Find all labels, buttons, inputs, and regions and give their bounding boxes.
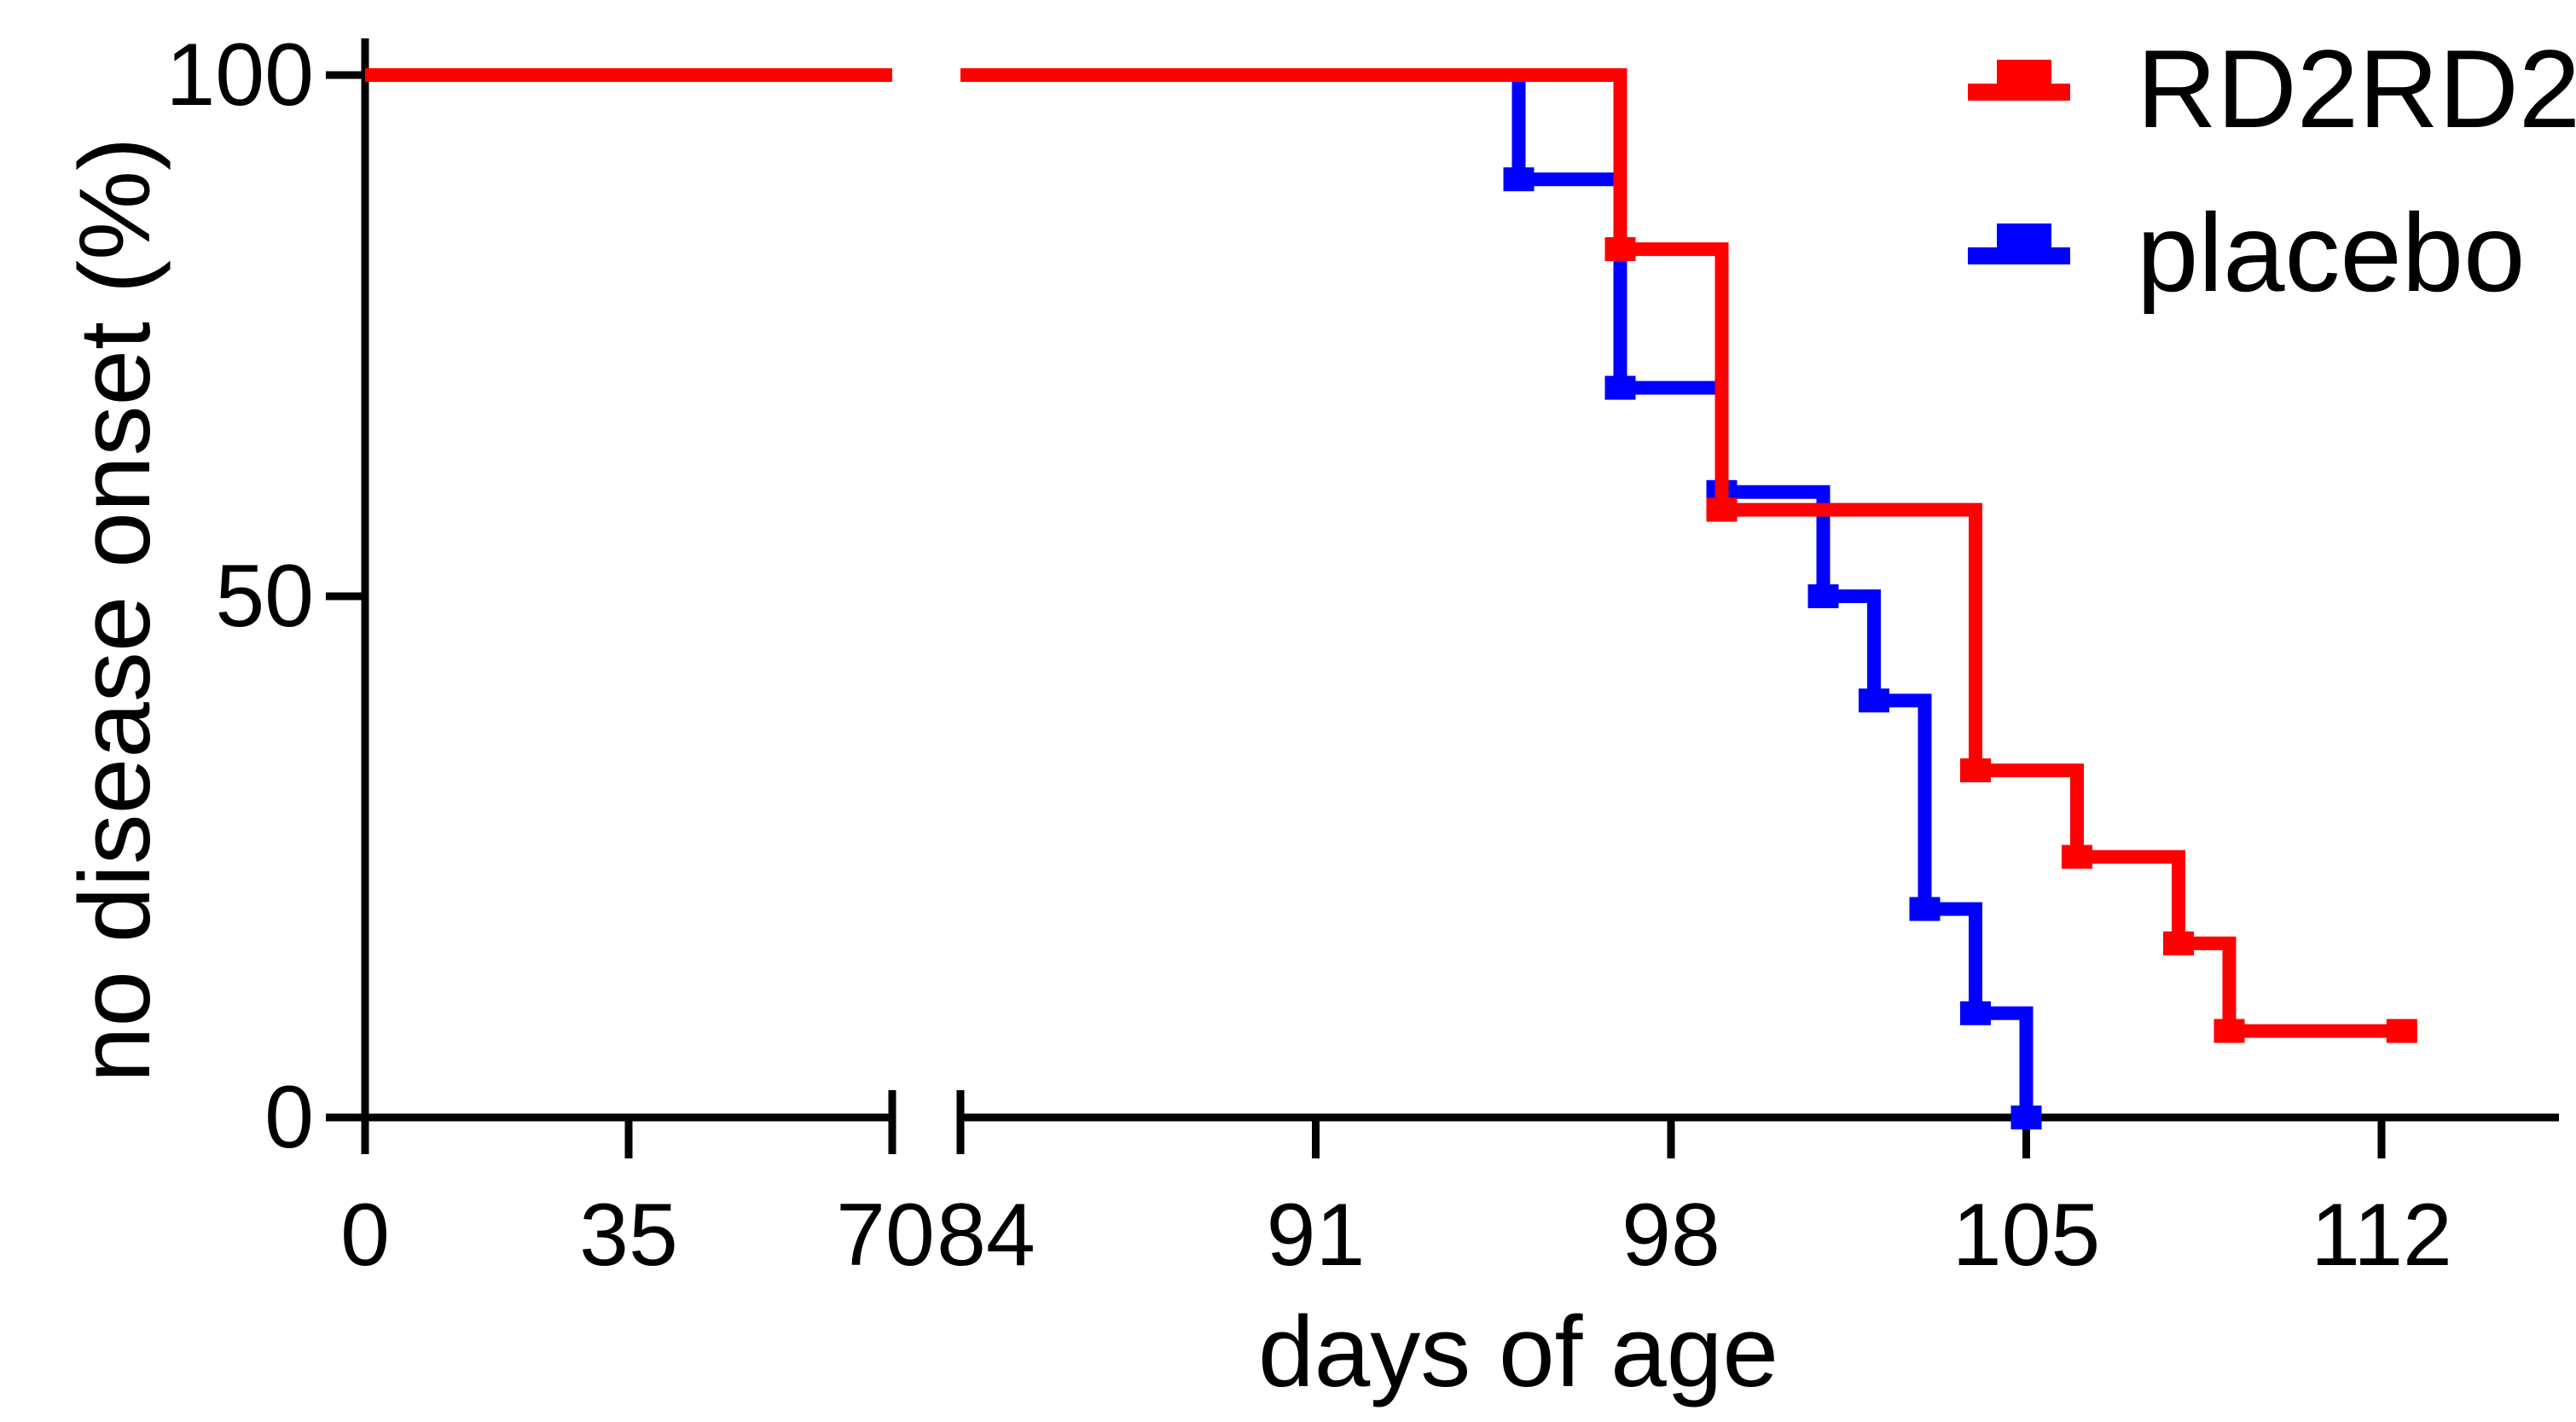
- x-tick-label-91: 91: [1267, 1186, 1366, 1285]
- rd2rd2-event-marker: [2386, 1019, 2417, 1043]
- y-axis-title: no disease onset (%): [59, 137, 171, 1083]
- y-tick-label-0: 0: [264, 1068, 314, 1167]
- legend-item-rd2rd2: RD2RD2: [1968, 26, 2576, 151]
- legend: RD2RD2 placebo: [1968, 26, 2576, 315]
- placebo-event-marker: [1859, 688, 1889, 713]
- placebo-event-marker: [1960, 1001, 1991, 1025]
- placebo-marker-icon: [1997, 223, 2051, 264]
- placebo-event-marker: [1807, 584, 1839, 608]
- placebo-event-marker: [1909, 897, 1941, 921]
- rd2rd2-curve: [960, 68, 2402, 1038]
- x-tick-label-35: 35: [579, 1186, 678, 1285]
- y-tick-label-50: 50: [215, 547, 314, 646]
- placebo-event-marker: [1604, 375, 1636, 400]
- x-tick-label-84: 84: [937, 1186, 1036, 1285]
- legend-label-rd2rd2: RD2RD2: [2137, 26, 2576, 151]
- rd2rd2-event-marker: [1604, 237, 1636, 262]
- rd2rd2-event-marker: [2062, 844, 2092, 869]
- rd2rd2-event-marker: [1706, 497, 1738, 522]
- rd2rd2-event-marker: [1960, 758, 1991, 783]
- placebo-event-marker: [1503, 167, 1535, 192]
- x-tick-label-70: 70: [836, 1186, 935, 1285]
- placebo-curve: [960, 68, 2034, 1117]
- curves: [365, 68, 2417, 1129]
- rd2rd2-marker-icon: [1997, 60, 2051, 101]
- rd2rd2-event-marker: [2163, 931, 2194, 955]
- placebo-event-marker: [2010, 1106, 2042, 1129]
- x-axis-title: days of age: [1258, 1296, 1778, 1408]
- rd2rd2-event-marker: [2213, 1019, 2245, 1043]
- x-tick-label-112: 112: [2311, 1186, 2452, 1285]
- x-tick-label-0: 0: [340, 1186, 390, 1285]
- legend-label-placebo: placebo: [2137, 190, 2525, 315]
- legend-item-placebo: placebo: [1968, 190, 2525, 315]
- x-tick-label-98: 98: [1622, 1186, 1720, 1285]
- tick-labels: 100 50 00 35 70 84 91 98 105 112: [165, 26, 2451, 1285]
- y-tick-label-100: 100: [165, 26, 314, 125]
- x-tick-label-105: 105: [1952, 1186, 2101, 1285]
